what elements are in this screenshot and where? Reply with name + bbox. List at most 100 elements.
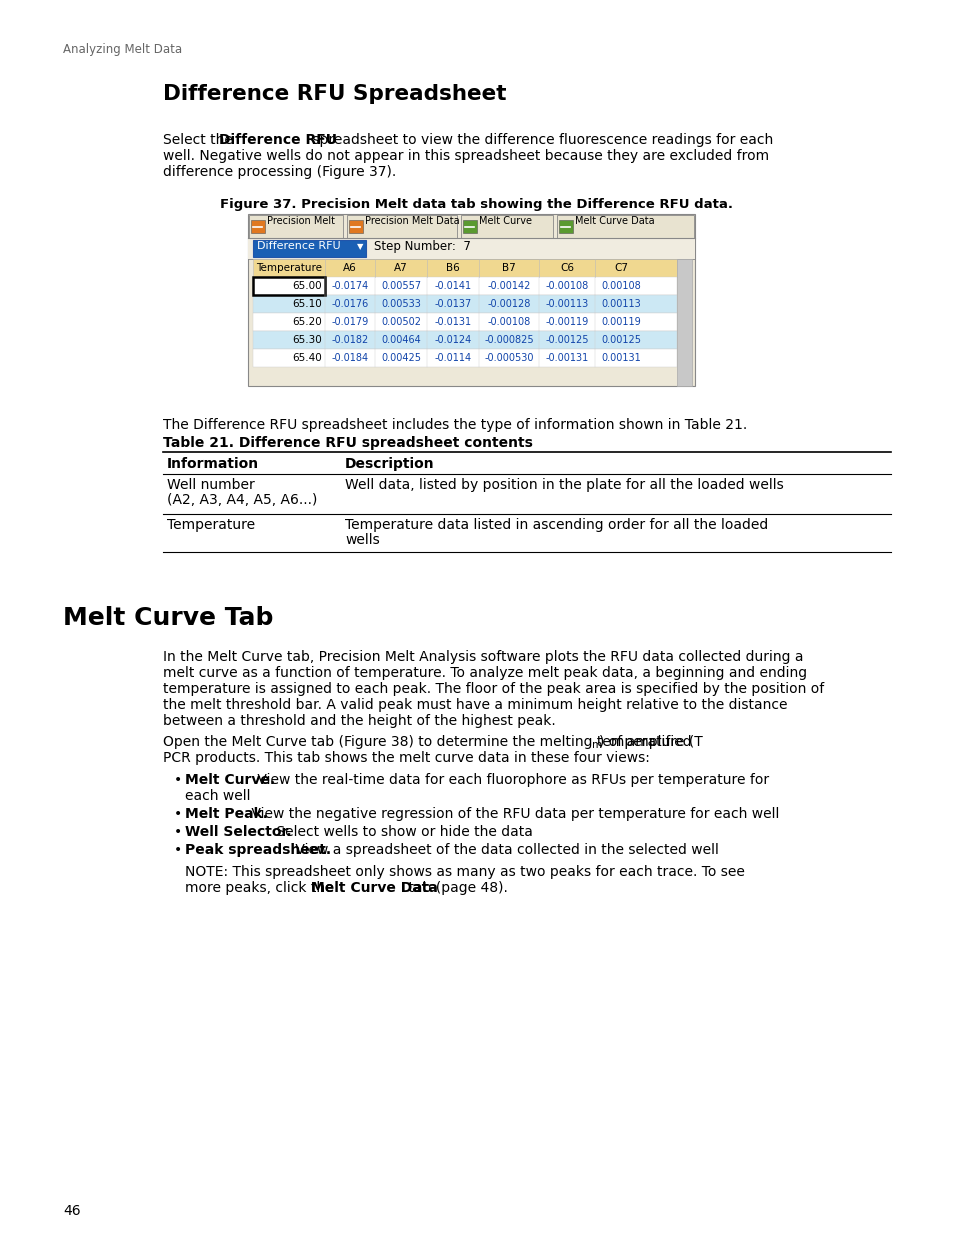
Text: B7: B7 bbox=[501, 263, 516, 273]
Text: View the negative regression of the RFU data per temperature for each well: View the negative regression of the RFU … bbox=[247, 806, 779, 821]
Text: 0.00502: 0.00502 bbox=[380, 317, 420, 327]
Text: Well data, listed by position in the plate for all the loaded wells: Well data, listed by position in the pla… bbox=[345, 478, 783, 492]
Text: 65.10: 65.10 bbox=[292, 299, 322, 309]
Text: 0.00119: 0.00119 bbox=[600, 317, 640, 327]
Text: Precision Melt: Precision Melt bbox=[267, 216, 335, 226]
Text: •: • bbox=[173, 844, 182, 857]
Text: -0.00108: -0.00108 bbox=[487, 317, 530, 327]
Bar bbox=[248, 214, 695, 387]
Text: -0.000530: -0.000530 bbox=[484, 353, 533, 363]
Text: View a spreadsheet of the data collected in the selected well: View a spreadsheet of the data collected… bbox=[291, 844, 718, 857]
Text: Information: Information bbox=[167, 457, 259, 471]
Text: between a threshold and the height of the highest peak.: between a threshold and the height of th… bbox=[163, 714, 556, 727]
Text: 0.00125: 0.00125 bbox=[600, 335, 640, 345]
Text: •: • bbox=[173, 773, 182, 787]
Text: -0.0114: -0.0114 bbox=[434, 353, 471, 363]
Text: 65.00: 65.00 bbox=[292, 282, 322, 291]
Text: NOTE: This spreadsheet only shows as many as two peaks for each trace. To see: NOTE: This spreadsheet only shows as man… bbox=[185, 864, 744, 879]
Text: 65.20: 65.20 bbox=[292, 317, 322, 327]
Text: A6: A6 bbox=[343, 263, 356, 273]
Text: 0.00113: 0.00113 bbox=[600, 299, 640, 309]
Text: Analyzing Melt Data: Analyzing Melt Data bbox=[63, 43, 182, 56]
Text: ) of amplified: ) of amplified bbox=[598, 735, 691, 748]
Bar bbox=[253, 312, 677, 331]
Text: Step Number:  7: Step Number: 7 bbox=[374, 240, 471, 253]
Text: 46: 46 bbox=[63, 1204, 81, 1218]
Text: Temperature data listed in ascending order for all the loaded: Temperature data listed in ascending ord… bbox=[345, 517, 767, 532]
Text: m: m bbox=[592, 740, 601, 750]
Bar bbox=[253, 259, 677, 277]
Text: 65.40: 65.40 bbox=[292, 353, 322, 363]
Text: 0.00557: 0.00557 bbox=[380, 282, 420, 291]
Text: Melt Curve.: Melt Curve. bbox=[185, 773, 274, 787]
Text: 0.00108: 0.00108 bbox=[600, 282, 640, 291]
Text: Melt Curve Tab: Melt Curve Tab bbox=[63, 606, 274, 630]
Bar bbox=[677, 259, 691, 387]
Bar bbox=[253, 277, 677, 295]
Text: wells: wells bbox=[345, 534, 379, 547]
Text: •: • bbox=[173, 825, 182, 839]
Text: -0.0176: -0.0176 bbox=[331, 299, 368, 309]
Text: Select the: Select the bbox=[163, 133, 237, 147]
Text: 0.00533: 0.00533 bbox=[380, 299, 420, 309]
Text: Open the Melt Curve tab (Figure 38) to determine the melting temperature (T: Open the Melt Curve tab (Figure 38) to d… bbox=[163, 735, 702, 748]
Text: Difference RFU Spreadsheet: Difference RFU Spreadsheet bbox=[163, 84, 506, 104]
Text: Melt Curve Data: Melt Curve Data bbox=[575, 216, 654, 226]
Text: ▼: ▼ bbox=[356, 242, 363, 251]
Bar bbox=[251, 220, 265, 233]
Bar bbox=[253, 295, 677, 312]
Text: B6: B6 bbox=[446, 263, 459, 273]
Text: Temperature: Temperature bbox=[255, 263, 322, 273]
Text: melt curve as a function of temperature. To analyze melt peak data, a beginning : melt curve as a function of temperature.… bbox=[163, 666, 806, 680]
Text: more peaks, click the: more peaks, click the bbox=[185, 881, 337, 895]
Text: -0.00113: -0.00113 bbox=[545, 299, 588, 309]
Text: -0.00131: -0.00131 bbox=[545, 353, 588, 363]
Text: Well Selector.: Well Selector. bbox=[185, 825, 292, 839]
Text: difference processing (Figure 37).: difference processing (Figure 37). bbox=[163, 165, 395, 179]
Text: 0.00131: 0.00131 bbox=[600, 353, 640, 363]
Text: Temperature: Temperature bbox=[167, 517, 254, 532]
Bar bbox=[460, 215, 553, 238]
Bar bbox=[462, 220, 476, 233]
Text: Melt Peak.: Melt Peak. bbox=[185, 806, 268, 821]
Text: temperature is assigned to each peak. The floor of the peak area is specified by: temperature is assigned to each peak. Th… bbox=[163, 682, 823, 697]
Bar bbox=[249, 215, 343, 238]
Text: 0.00425: 0.00425 bbox=[380, 353, 420, 363]
Text: Precision Melt Data: Precision Melt Data bbox=[365, 216, 459, 226]
Bar bbox=[347, 215, 456, 238]
Text: Difference RFU: Difference RFU bbox=[219, 133, 336, 147]
Text: Melt Curve Data: Melt Curve Data bbox=[311, 881, 437, 895]
Text: C7: C7 bbox=[614, 263, 627, 273]
Bar bbox=[248, 238, 695, 259]
Text: Table 21. Difference RFU spreadsheet contents: Table 21. Difference RFU spreadsheet con… bbox=[163, 436, 533, 450]
Text: -0.0182: -0.0182 bbox=[331, 335, 368, 345]
Text: C6: C6 bbox=[559, 263, 574, 273]
Text: View the real-time data for each fluorophore as RFUs per temperature for: View the real-time data for each fluorop… bbox=[253, 773, 769, 787]
Text: -0.0131: -0.0131 bbox=[434, 317, 471, 327]
Text: 65.30: 65.30 bbox=[292, 335, 322, 345]
Bar bbox=[558, 220, 573, 233]
Bar bbox=[349, 220, 363, 233]
Text: In the Melt Curve tab, Precision Melt Analysis software plots the RFU data colle: In the Melt Curve tab, Precision Melt An… bbox=[163, 650, 802, 664]
Text: Select wells to show or hide the data: Select wells to show or hide the data bbox=[272, 825, 533, 839]
Text: Well number: Well number bbox=[167, 478, 254, 492]
Text: -0.0184: -0.0184 bbox=[331, 353, 368, 363]
Bar bbox=[253, 277, 325, 295]
Text: Melt Curve: Melt Curve bbox=[478, 216, 532, 226]
Text: -0.00128: -0.00128 bbox=[487, 299, 530, 309]
Bar bbox=[253, 331, 677, 350]
Bar bbox=[253, 240, 366, 257]
Text: -0.0141: -0.0141 bbox=[434, 282, 471, 291]
Text: tab (page 48).: tab (page 48). bbox=[404, 881, 508, 895]
Bar bbox=[253, 350, 677, 367]
Text: -0.000825: -0.000825 bbox=[484, 335, 534, 345]
Text: each well: each well bbox=[185, 789, 251, 803]
Text: The Difference RFU spreadsheet includes the type of information shown in Table 2: The Difference RFU spreadsheet includes … bbox=[163, 417, 746, 432]
Bar bbox=[557, 215, 693, 238]
Text: -0.00125: -0.00125 bbox=[545, 335, 588, 345]
Text: -0.0137: -0.0137 bbox=[434, 299, 471, 309]
Text: •: • bbox=[173, 806, 182, 821]
Text: PCR products. This tab shows the melt curve data in these four views:: PCR products. This tab shows the melt cu… bbox=[163, 751, 649, 764]
Text: A7: A7 bbox=[394, 263, 408, 273]
Text: (A2, A3, A4, A5, A6...): (A2, A3, A4, A5, A6...) bbox=[167, 493, 317, 508]
